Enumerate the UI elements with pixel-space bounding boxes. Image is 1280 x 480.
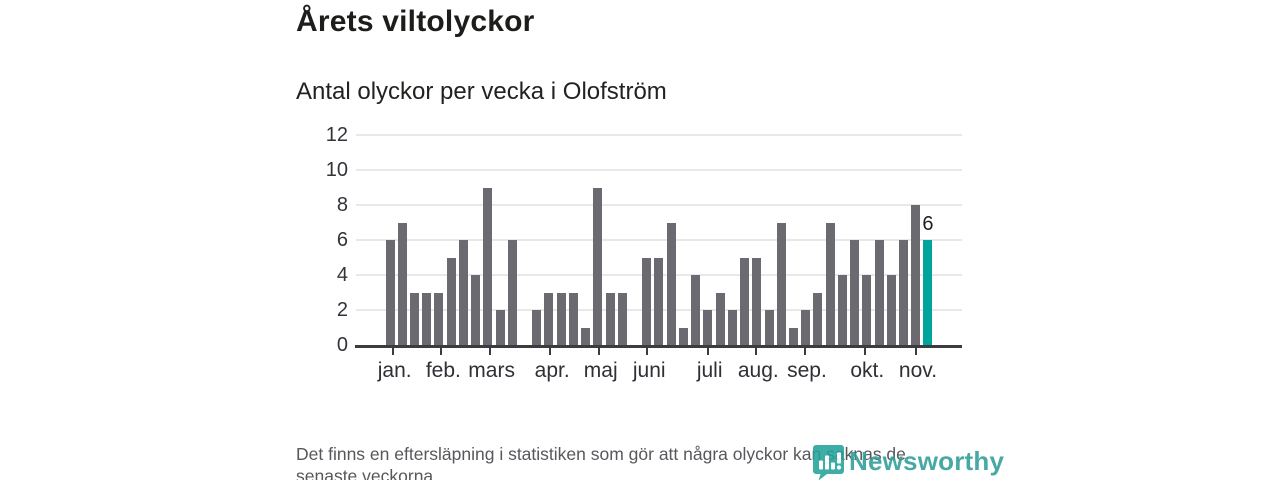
x-axis-month-label-juni: juni <box>632 359 666 382</box>
bar-week-42 <box>886 275 896 345</box>
x-axis-tick-aug <box>755 348 758 355</box>
x-axis-month-label-mars: mars <box>468 359 515 382</box>
newsworthy-logo: Newsworthy <box>812 444 1004 480</box>
bar-week-36 <box>813 292 823 345</box>
bar-week-29 <box>727 310 737 345</box>
x-axis-month-label-okt: okt. <box>850 359 885 382</box>
bar-week-15 <box>556 292 566 345</box>
x-axis-tick-juli <box>706 348 709 355</box>
bar-week-41 <box>874 240 884 345</box>
bar-week-6 <box>446 257 456 345</box>
x-axis-tick-juni <box>646 348 649 355</box>
x-axis-month-label-maj: maj <box>583 359 618 382</box>
bar-week-34 <box>788 327 798 345</box>
bar-week-38 <box>837 275 847 345</box>
bar-week-18 <box>593 187 603 345</box>
bar-week-32 <box>764 310 774 345</box>
y-axis-tick-label-8: 8 <box>336 194 348 216</box>
bar-week-2 <box>397 222 407 345</box>
x-axis-tick-jan <box>391 348 394 355</box>
bar-week-11 <box>507 240 517 345</box>
bar-week-22 <box>642 257 652 345</box>
y-axis-tick-label-12: 12 <box>325 124 348 146</box>
bar-week-43 <box>899 240 909 345</box>
x-axis-tick-nov <box>915 348 917 355</box>
x-axis-month-label-feb: feb. <box>425 359 461 382</box>
chart-title: Årets viltolyckor <box>296 5 535 38</box>
bar-week-7 <box>458 240 468 345</box>
x-axis-month-label-apr: apr. <box>534 359 570 382</box>
y-axis-tick-label-4: 4 <box>336 264 348 286</box>
x-axis-month-label-nov: nov. <box>898 359 938 382</box>
bar-week-14 <box>544 292 554 345</box>
x-axis-month-label-juli: juli <box>696 359 723 382</box>
bar-week-35 <box>801 310 811 345</box>
bar-week-5 <box>434 292 444 345</box>
bar-week-4 <box>422 292 432 345</box>
bar-week-25 <box>678 327 688 345</box>
x-axis-tick-okt <box>864 348 867 355</box>
x-axis-line <box>355 345 962 348</box>
newsworthy-wordmark: Newsworthy <box>849 446 1005 476</box>
bar-week-10 <box>495 310 505 345</box>
gridline-8 <box>356 204 962 206</box>
x-axis-month-label-aug: aug. <box>737 359 779 382</box>
y-axis-tick-label-0: 0 <box>336 334 348 356</box>
bar-week-39 <box>850 240 860 345</box>
bar-week-9 <box>483 187 493 345</box>
bar-week-16 <box>568 292 578 345</box>
bar-week-27 <box>703 310 713 345</box>
bar-week-30 <box>740 257 750 345</box>
x-axis-tick-mars <box>488 348 491 355</box>
footer-note: Det finns en eftersläpning i statistiken… <box>296 443 906 480</box>
bar-week-20 <box>617 292 627 345</box>
x-axis-tick-feb <box>440 348 443 355</box>
footer-note-line2: senaste veckorna. <box>296 466 439 480</box>
bar-week-23 <box>654 257 664 345</box>
bar-week-44 <box>911 205 921 345</box>
bar-week-1 <box>385 240 395 345</box>
bar-week-45 <box>923 240 933 345</box>
gridline-10 <box>356 169 962 171</box>
x-axis-month-label-jan: jan. <box>377 359 412 382</box>
x-axis-tick-sep <box>803 348 806 355</box>
newsworthy-pin-icon <box>813 445 844 480</box>
bar-week-13 <box>532 310 542 345</box>
bar-week-3 <box>409 292 419 345</box>
bar-week-28 <box>715 292 725 345</box>
y-axis-tick-label-10: 10 <box>325 159 348 181</box>
bar-week-24 <box>666 222 676 345</box>
footer-note-line1: Det finns en eftersläpning i statistiken… <box>296 444 906 464</box>
bar-week-26 <box>691 275 701 345</box>
bar-week-31 <box>752 257 762 345</box>
chart-subtitle: Antal olyckor per vecka i Olofström <box>296 78 667 105</box>
bar-week-8 <box>471 275 481 345</box>
bar-week-40 <box>862 275 872 345</box>
highlight-value-label: 6 <box>922 213 934 235</box>
gridline-12 <box>356 134 962 136</box>
bar-week-33 <box>776 222 786 345</box>
x-axis-month-label-sep: sep. <box>787 359 827 382</box>
gridline-6 <box>356 239 962 241</box>
x-axis-tick-maj <box>597 348 600 355</box>
bar-week-19 <box>605 292 615 345</box>
x-axis-tick-apr <box>549 348 552 355</box>
bar-week-17 <box>581 327 591 345</box>
y-axis-tick-label-2: 2 <box>336 299 348 321</box>
bar-week-37 <box>825 222 835 345</box>
y-axis-tick-label-6: 6 <box>336 229 348 251</box>
